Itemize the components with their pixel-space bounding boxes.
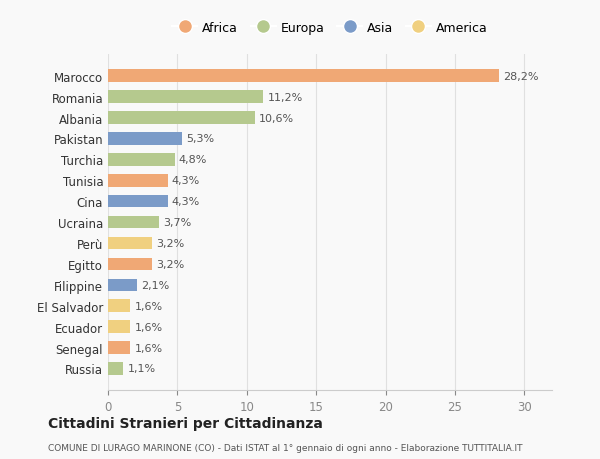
Bar [108, 341, 130, 354]
Bar [108, 363, 123, 375]
Text: 1,1%: 1,1% [127, 364, 155, 374]
Bar [108, 216, 160, 229]
Bar [108, 133, 182, 146]
Text: 5,3%: 5,3% [186, 134, 214, 144]
Text: 1,6%: 1,6% [134, 301, 163, 311]
Text: 3,2%: 3,2% [157, 239, 185, 248]
Text: 11,2%: 11,2% [268, 92, 303, 102]
Bar [108, 196, 167, 208]
Bar [108, 300, 130, 312]
Legend: Africa, Europa, Asia, America: Africa, Europa, Asia, America [169, 18, 491, 38]
Text: 3,2%: 3,2% [157, 259, 185, 269]
Bar [108, 237, 152, 250]
Bar [108, 70, 499, 83]
Text: 10,6%: 10,6% [259, 113, 295, 123]
Text: 3,7%: 3,7% [163, 218, 192, 228]
Bar [108, 112, 255, 124]
Text: 4,3%: 4,3% [172, 197, 200, 207]
Text: COMUNE DI LURAGO MARINONE (CO) - Dati ISTAT al 1° gennaio di ogni anno - Elabora: COMUNE DI LURAGO MARINONE (CO) - Dati IS… [48, 443, 523, 452]
Text: 28,2%: 28,2% [503, 72, 539, 82]
Bar [108, 258, 152, 271]
Bar [108, 154, 175, 166]
Bar [108, 321, 130, 333]
Bar [108, 279, 137, 291]
Text: Cittadini Stranieri per Cittadinanza: Cittadini Stranieri per Cittadinanza [48, 416, 323, 430]
Bar [108, 174, 167, 187]
Text: 4,8%: 4,8% [179, 155, 207, 165]
Text: 4,3%: 4,3% [172, 176, 200, 186]
Text: 2,1%: 2,1% [142, 280, 170, 290]
Text: 1,6%: 1,6% [134, 343, 163, 353]
Text: 1,6%: 1,6% [134, 322, 163, 332]
Bar [108, 91, 263, 104]
